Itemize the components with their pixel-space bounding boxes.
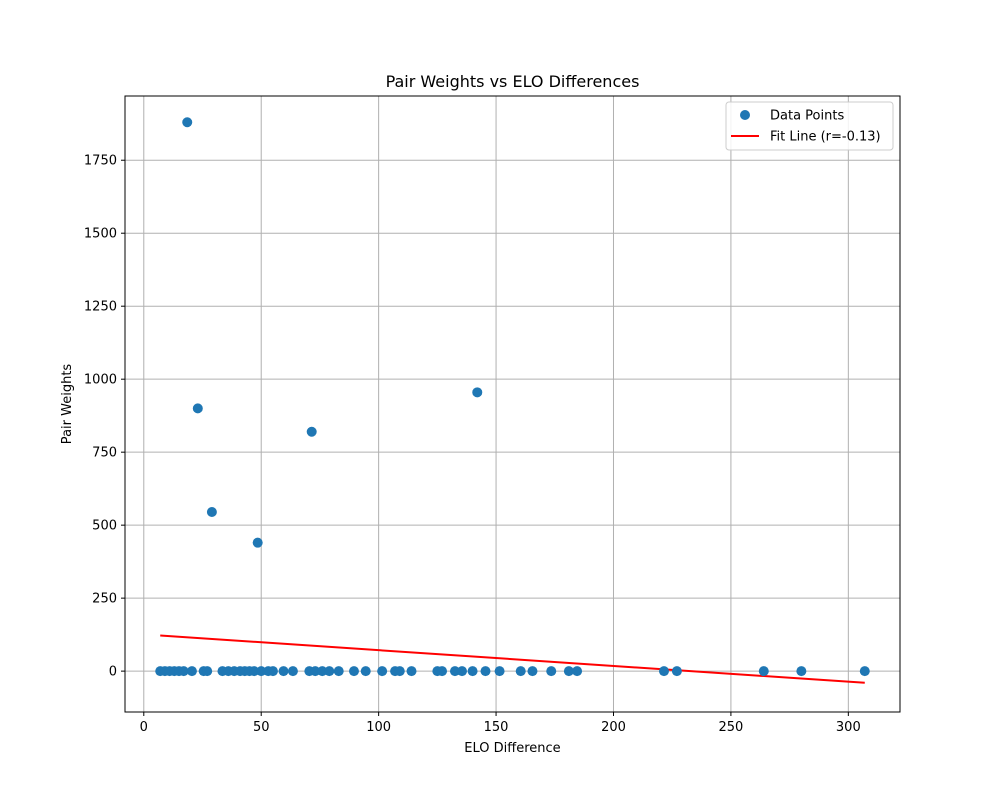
data-point [192,403,203,414]
data-point [758,666,769,677]
data-point [306,426,317,437]
data-point [859,666,870,677]
x-axis-ticks: 0 50 100 150 200 250 300 [140,712,861,735]
y-tick-label: 1000 [84,373,117,388]
data-point [324,666,335,677]
data-point [572,666,583,677]
legend: Data Points Fit Line (r=-0.13) [725,101,894,151]
y-tick-label: 250 [92,592,117,607]
data-point [394,666,405,677]
y-tick-label: 1250 [84,300,117,315]
fit-line [160,634,865,684]
data-point [449,666,460,677]
data-point [360,666,371,677]
data-point [658,666,669,677]
data-point [278,666,289,677]
data-point [310,666,321,677]
data-point [202,666,213,677]
data-point [480,666,491,677]
data-point [186,666,197,677]
data-point [467,666,478,677]
y-axis-label: Pair Weights [60,364,75,445]
legend-label: Fit Line (r=-0.13) [770,130,881,145]
x-tick-label: 0 [140,720,148,735]
data-point [796,666,807,677]
y-tick-label: 1750 [84,154,117,169]
data-point [457,666,468,677]
data-point [671,666,682,677]
x-axis-label: ELO Difference [464,741,560,756]
data-point [333,666,344,677]
x-tick-label: 50 [253,720,270,735]
data-point [494,666,505,677]
y-tick-label: 0 [109,665,117,680]
data-point [437,666,448,677]
data-point [472,387,483,398]
data-point [515,666,526,677]
axes-frame [124,95,901,713]
data-point [256,666,267,677]
data-point [406,666,417,677]
data-point [546,666,557,677]
x-tick-label: 100 [366,720,391,735]
legend-marker-data-points [740,110,750,120]
data-point [287,666,298,677]
data-point [206,507,217,518]
data-point [377,666,388,677]
chart-title: Pair Weights vs ELO Differences [386,72,640,91]
chart-marks [155,117,870,684]
data-point [267,666,278,677]
legend-label: Data Points [770,109,844,124]
data-point [348,666,359,677]
data-point [563,666,574,677]
data-point [317,666,328,677]
data-point [527,666,538,677]
data-point [249,666,260,677]
y-tick-label: 1500 [84,227,117,242]
data-point [182,117,193,128]
data-point [178,666,189,677]
x-tick-label: 150 [484,720,509,735]
y-tick-label: 500 [92,519,117,534]
x-tick-label: 250 [718,720,743,735]
x-tick-label: 300 [836,720,861,735]
x-tick-label: 200 [601,720,626,735]
legend-box [725,101,894,151]
y-axis-ticks: 0 250 500 750 1000 1250 1500 1750 [84,154,125,680]
data-point [252,537,263,548]
y-tick-label: 750 [92,446,117,461]
